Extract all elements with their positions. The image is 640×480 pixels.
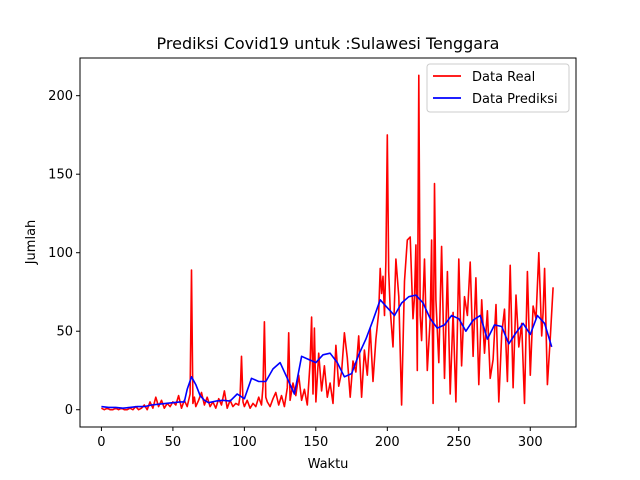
plot-area [79, 57, 577, 428]
y-tick-label: 50 [56, 325, 73, 340]
x-tick-label: 250 [446, 435, 471, 450]
y-axis-ticks: 0 50 100 150 200 [48, 89, 80, 418]
legend-label-data-prediksi: Data Prediksi [472, 92, 558, 107]
y-tick-label: 200 [48, 89, 73, 104]
plot-frame [79, 57, 577, 428]
legend-box [426, 63, 570, 113]
series-line-data-real [101, 74, 554, 411]
y-tick-label: 150 [48, 168, 73, 183]
x-tick-label: 150 [303, 435, 328, 450]
legend: Data Real Data Prediksi [426, 63, 570, 113]
x-tick-label: 0 [97, 435, 105, 450]
series-line-data-prediksi [101, 294, 553, 410]
x-axis-label: Waktu [308, 457, 349, 472]
x-tick-label: 200 [375, 435, 400, 450]
legend-label-data-real: Data Real [472, 70, 535, 85]
y-axis-label: Jumlah [24, 220, 39, 266]
series-layer [101, 74, 554, 411]
chart-title: Prediksi Covid19 untuk :Sulawesi Tenggar… [157, 34, 500, 53]
x-tick-label: 100 [232, 435, 257, 450]
x-tick-label: 50 [165, 435, 182, 450]
y-tick-label: 100 [48, 246, 73, 261]
x-axis-ticks: 0 50 100 150 200 250 300 [97, 427, 543, 450]
y-tick-label: 0 [65, 403, 73, 418]
x-tick-label: 300 [518, 435, 543, 450]
